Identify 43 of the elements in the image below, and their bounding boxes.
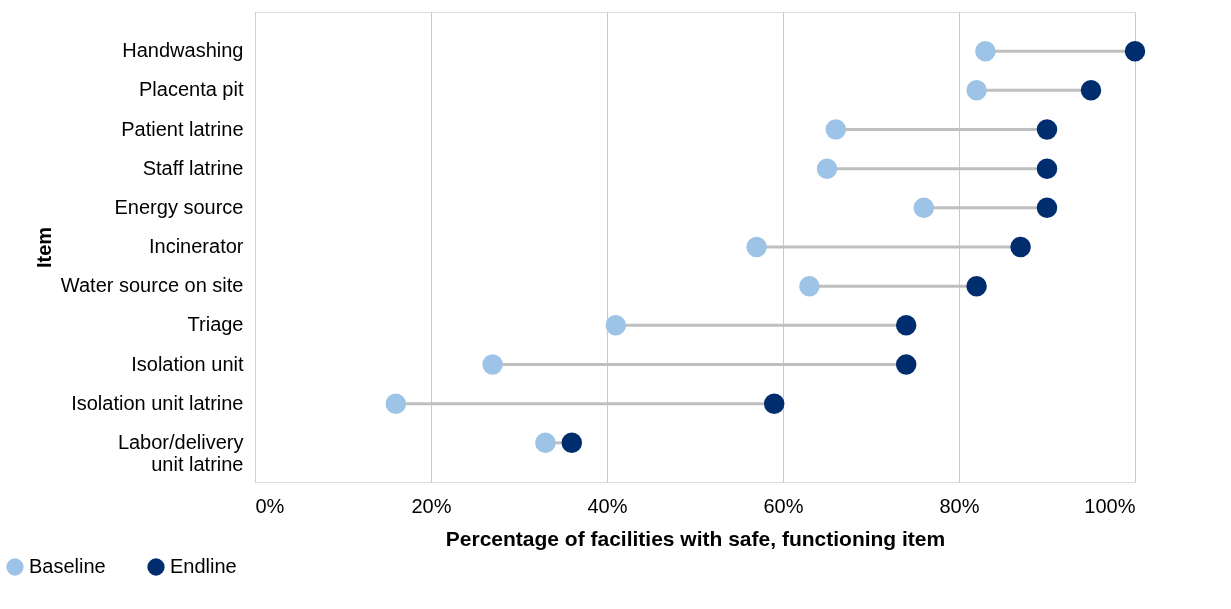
point [975,40,996,62]
x-axis-title: Percentage of facilities with safe, functioning item [445,526,946,550]
point [1036,197,1058,219]
y-tick-label: Water source on site [60,274,244,297]
x-tick-label: 60% [763,494,804,517]
point [895,315,917,336]
point [1080,80,1102,101]
point [1036,158,1058,179]
point [895,354,917,375]
x-tick-label: 20% [411,494,452,517]
point [1124,40,1146,62]
point [913,197,935,219]
x-tick-label: 40% [587,494,628,517]
y-tick-label: Placenta pit [138,78,244,101]
point [816,158,838,179]
legend-label: Endline [170,555,237,577]
point [535,432,556,454]
legend-label: Baseline [29,555,106,577]
x-tick-label: 80% [939,494,980,517]
point [763,393,785,414]
point [1036,119,1058,140]
point [385,393,407,414]
x-tick-label: 0% [255,494,285,517]
y-tick-label: Handwashing [122,39,244,62]
point [799,275,820,297]
y-tick-label: Patient latrine [121,117,244,140]
x-tick-label: 100% [1084,494,1136,517]
point [561,432,583,454]
point [1010,236,1031,258]
point [966,275,987,297]
y-axis-title: Item [32,226,55,269]
y-tick-label: Energy source [114,195,244,218]
point [746,236,767,258]
y-tick-label: Labor/delivery unit latrine [117,430,244,475]
y-tick-label: Staff latrine [142,156,244,179]
point [605,315,627,336]
y-tick-label: Isolation unit latrine [71,391,244,414]
point [966,80,987,101]
y-tick-label: Isolation unit [131,352,244,375]
point [825,119,847,140]
point [482,354,503,375]
y-tick-label: Incinerator [149,235,244,257]
y-tick-label: Triage [187,313,244,336]
